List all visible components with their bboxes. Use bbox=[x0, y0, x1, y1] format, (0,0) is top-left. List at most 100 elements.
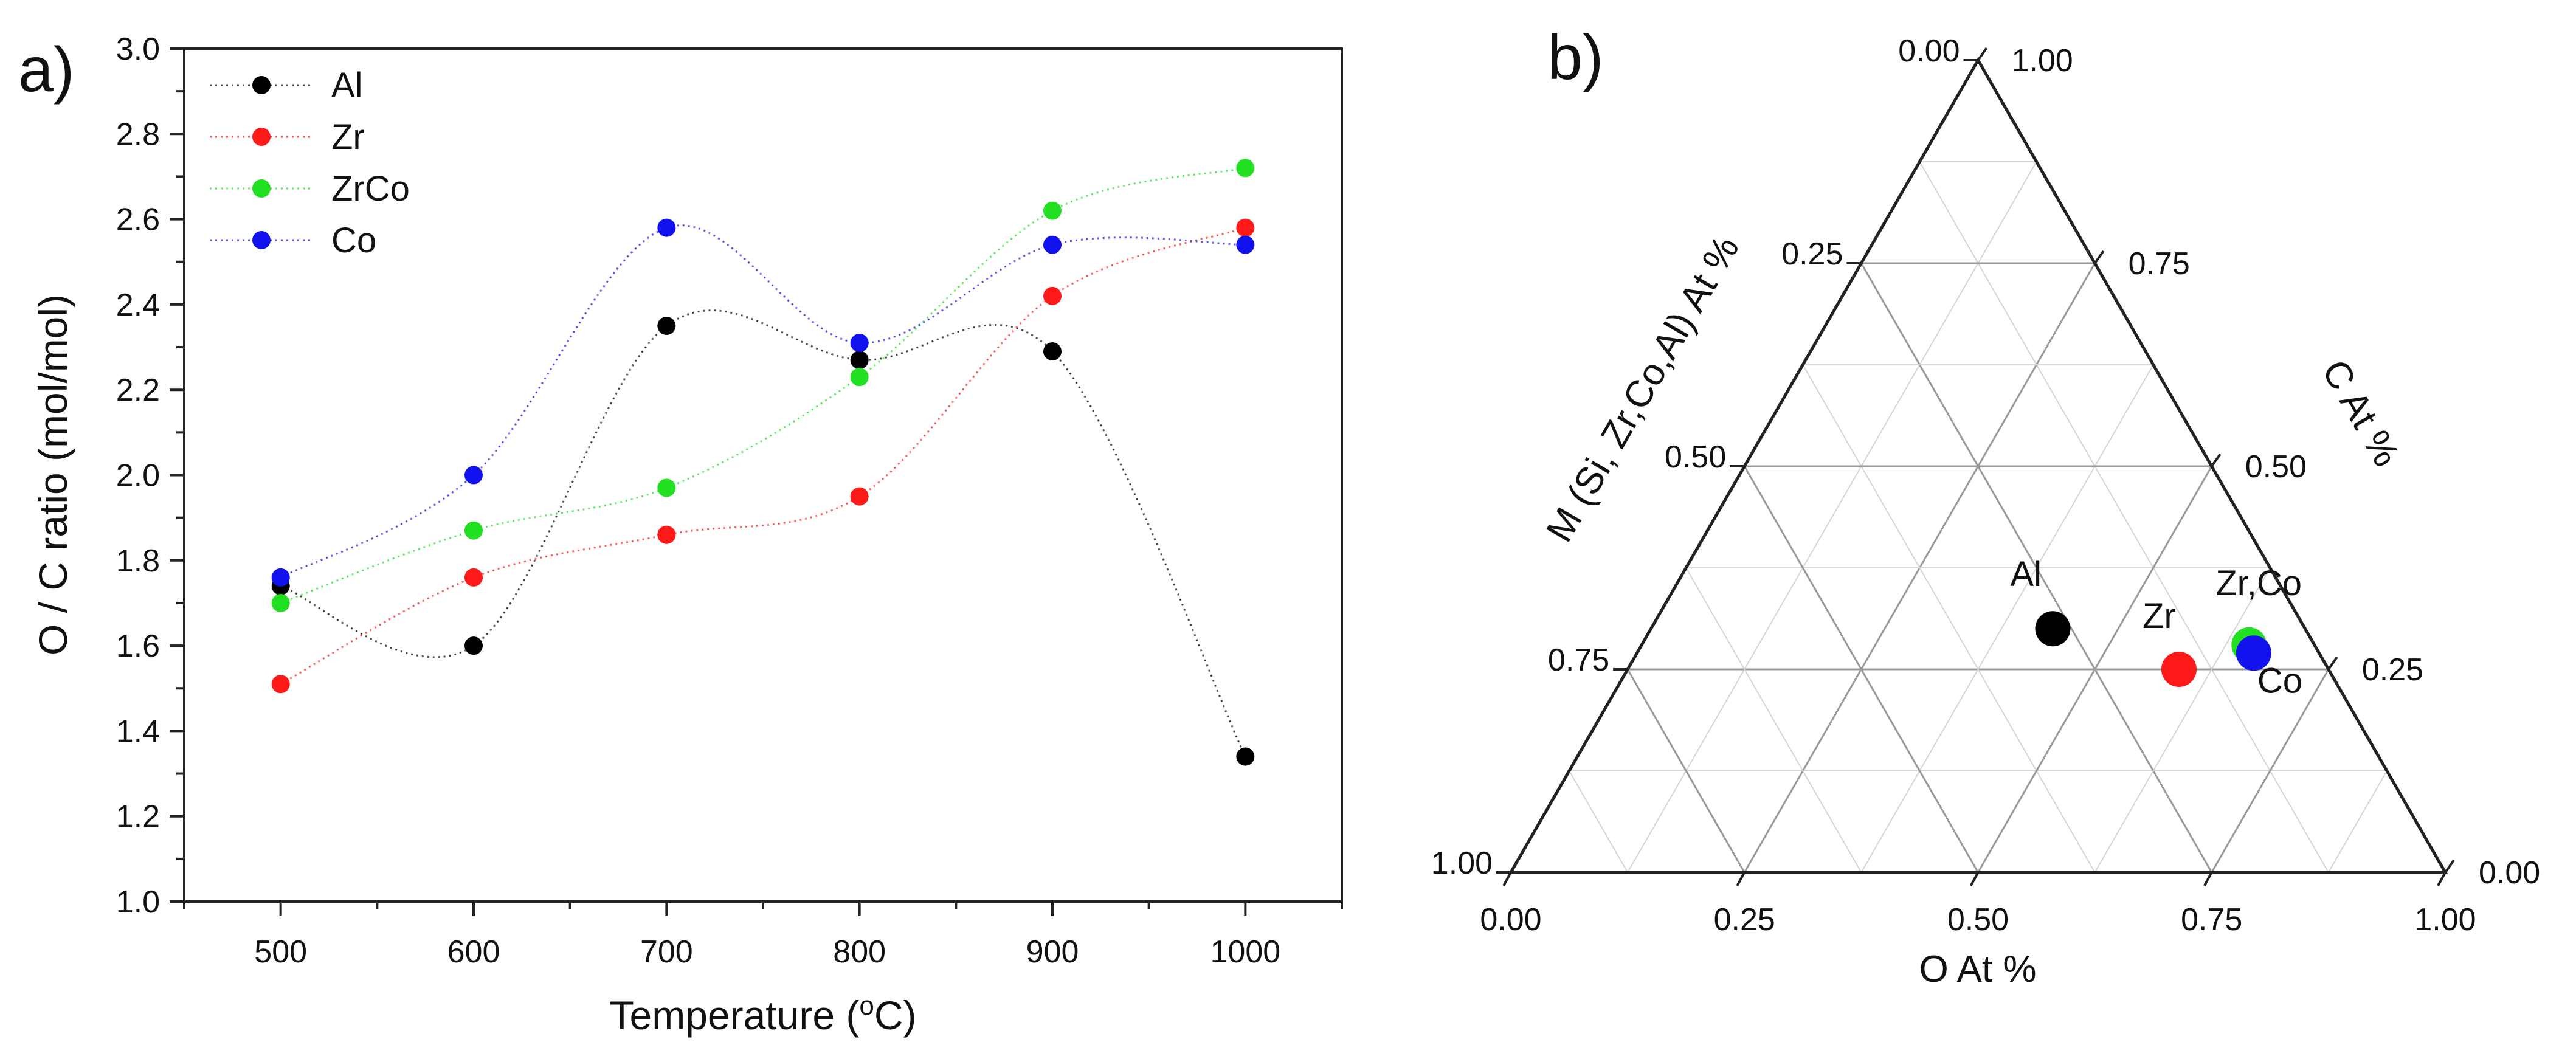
x-axis-label: Temperature (oC) bbox=[610, 991, 917, 1038]
right-tick bbox=[2093, 250, 2105, 264]
right-tick bbox=[2327, 656, 2338, 671]
data-point-Al bbox=[464, 636, 483, 655]
right-tick-label: 0.75 bbox=[2129, 246, 2190, 281]
ternary-point-label: Zr,Co bbox=[2215, 564, 2302, 603]
right-tick-label: 0.25 bbox=[2362, 652, 2423, 688]
ternary-point-label: Zr bbox=[2143, 596, 2176, 636]
left-tick-label: 1.00 bbox=[1431, 846, 1493, 881]
grid-line bbox=[2328, 770, 2388, 873]
data-point-Co bbox=[657, 218, 676, 237]
data-point-ZrCo bbox=[850, 368, 869, 387]
legend-marker bbox=[252, 179, 271, 198]
legend-marker bbox=[252, 231, 271, 249]
ternary-point-Zr bbox=[2161, 652, 2197, 687]
bottom-tick bbox=[2203, 872, 2213, 886]
y-tick-label: 1.2 bbox=[116, 799, 160, 835]
bottom-axis-label: O At % bbox=[1919, 948, 2037, 990]
y-axis-label: O / C ratio (mol/mol) bbox=[30, 294, 75, 655]
data-point-Al bbox=[850, 351, 869, 370]
data-point-Zr bbox=[657, 525, 676, 544]
legend-marker bbox=[252, 76, 271, 94]
line-chart-panel: a) 500 600 700 800 900 1000 1.0 1.2 1.4 1.6 1.8 2.0… bbox=[18, 32, 1343, 1038]
y-tick-label: 3.0 bbox=[116, 32, 160, 67]
grid-line bbox=[1569, 770, 1628, 873]
x-tick-label: 1000 bbox=[1210, 934, 1280, 970]
grid-line bbox=[1860, 364, 2154, 873]
legend: Al Zr ZrCo Co bbox=[210, 66, 410, 260]
data-point-Zr bbox=[271, 675, 290, 694]
y-tick-label: 1.0 bbox=[116, 885, 160, 920]
y-tick-label: 2.2 bbox=[116, 373, 160, 408]
ternary-point-label: Al bbox=[2010, 554, 2042, 594]
bottom-tick-label: 0.75 bbox=[2181, 902, 2242, 937]
y-tick-label: 2.0 bbox=[116, 458, 160, 494]
x-tick-label: 700 bbox=[640, 934, 693, 970]
legend-label: ZrCo bbox=[331, 169, 410, 209]
bottom-tick bbox=[1736, 872, 1746, 886]
ternary-point-Al bbox=[2035, 611, 2071, 647]
bottom-tick-label: 0.25 bbox=[1714, 902, 1775, 937]
data-point-ZrCo bbox=[1043, 201, 1062, 220]
ternary-point-Co bbox=[2236, 635, 2271, 671]
y-tick-label: 1.4 bbox=[116, 714, 160, 749]
bottom-tick bbox=[1502, 872, 1512, 886]
bottom-tick bbox=[1969, 872, 1980, 886]
grid-line bbox=[1743, 466, 1979, 873]
grid-line bbox=[1627, 161, 2037, 873]
panel-b-label: b) bbox=[1547, 22, 1603, 93]
legend-label: Al bbox=[331, 66, 363, 105]
series-line-Co bbox=[280, 224, 1246, 579]
right-tick bbox=[2211, 453, 2222, 467]
data-point-Zr bbox=[850, 487, 869, 506]
left-tick-label: 0.25 bbox=[1781, 236, 1843, 272]
series-line-Zr bbox=[280, 227, 1246, 685]
ternary-grid bbox=[1569, 161, 2388, 873]
y-tick-label: 2.4 bbox=[116, 288, 160, 323]
data-point-Co bbox=[850, 334, 869, 353]
data-point-Co bbox=[271, 568, 290, 587]
data-point-Al bbox=[1043, 342, 1062, 361]
bottom-tick bbox=[2437, 872, 2447, 886]
data-point-ZrCo bbox=[271, 593, 290, 612]
data-point-ZrCo bbox=[464, 521, 483, 540]
ternary-point-label: Co bbox=[2257, 661, 2302, 700]
legend-marker bbox=[252, 128, 271, 146]
right-tick-label: 1.00 bbox=[2012, 43, 2073, 78]
x-axis-label-unit: C) bbox=[874, 993, 917, 1038]
data-point-Co bbox=[1043, 235, 1062, 254]
grid-line bbox=[1626, 669, 1746, 873]
data-point-Co bbox=[464, 466, 483, 485]
x-tick-label: 800 bbox=[833, 934, 886, 970]
bottom-tick-label: 1.00 bbox=[2414, 902, 2476, 937]
data-point-Al bbox=[1236, 747, 1255, 766]
grid-line bbox=[1685, 567, 1862, 873]
legend-label: Zr bbox=[331, 117, 365, 157]
grid-line bbox=[1802, 364, 2096, 873]
legend-label: Co bbox=[331, 221, 376, 260]
x-tick-label: 600 bbox=[447, 934, 500, 970]
left-tick-label: 0.00 bbox=[1898, 33, 1960, 69]
y-tick-label: 1.6 bbox=[116, 629, 160, 664]
right-tick-label: 0.50 bbox=[2245, 449, 2307, 485]
right-tick-label: 0.00 bbox=[2479, 855, 2540, 891]
y-tick-label: 1.8 bbox=[116, 543, 160, 579]
right-tick bbox=[1977, 47, 1988, 61]
data-point-ZrCo bbox=[657, 478, 676, 497]
panel-a-label: a) bbox=[18, 35, 74, 105]
left-tick-label: 0.75 bbox=[1548, 643, 1609, 678]
data-point-Co bbox=[1236, 235, 1255, 254]
right-tick bbox=[2444, 859, 2455, 874]
x-tick-label: 500 bbox=[254, 934, 307, 970]
data-point-Zr bbox=[1236, 218, 1255, 237]
bottom-tick-label: 0.00 bbox=[1480, 902, 1541, 937]
left-tick-label: 0.50 bbox=[1665, 440, 1726, 475]
grid-line bbox=[2211, 669, 2330, 873]
grid-line bbox=[1919, 161, 2329, 873]
grid-line bbox=[1977, 466, 2213, 873]
grid-line bbox=[2094, 567, 2271, 873]
y-tick-label: 2.8 bbox=[116, 117, 160, 152]
x-tick-label: 900 bbox=[1026, 934, 1079, 970]
data-point-Al bbox=[657, 316, 676, 335]
x-axis-label-degree: o bbox=[859, 991, 874, 1021]
